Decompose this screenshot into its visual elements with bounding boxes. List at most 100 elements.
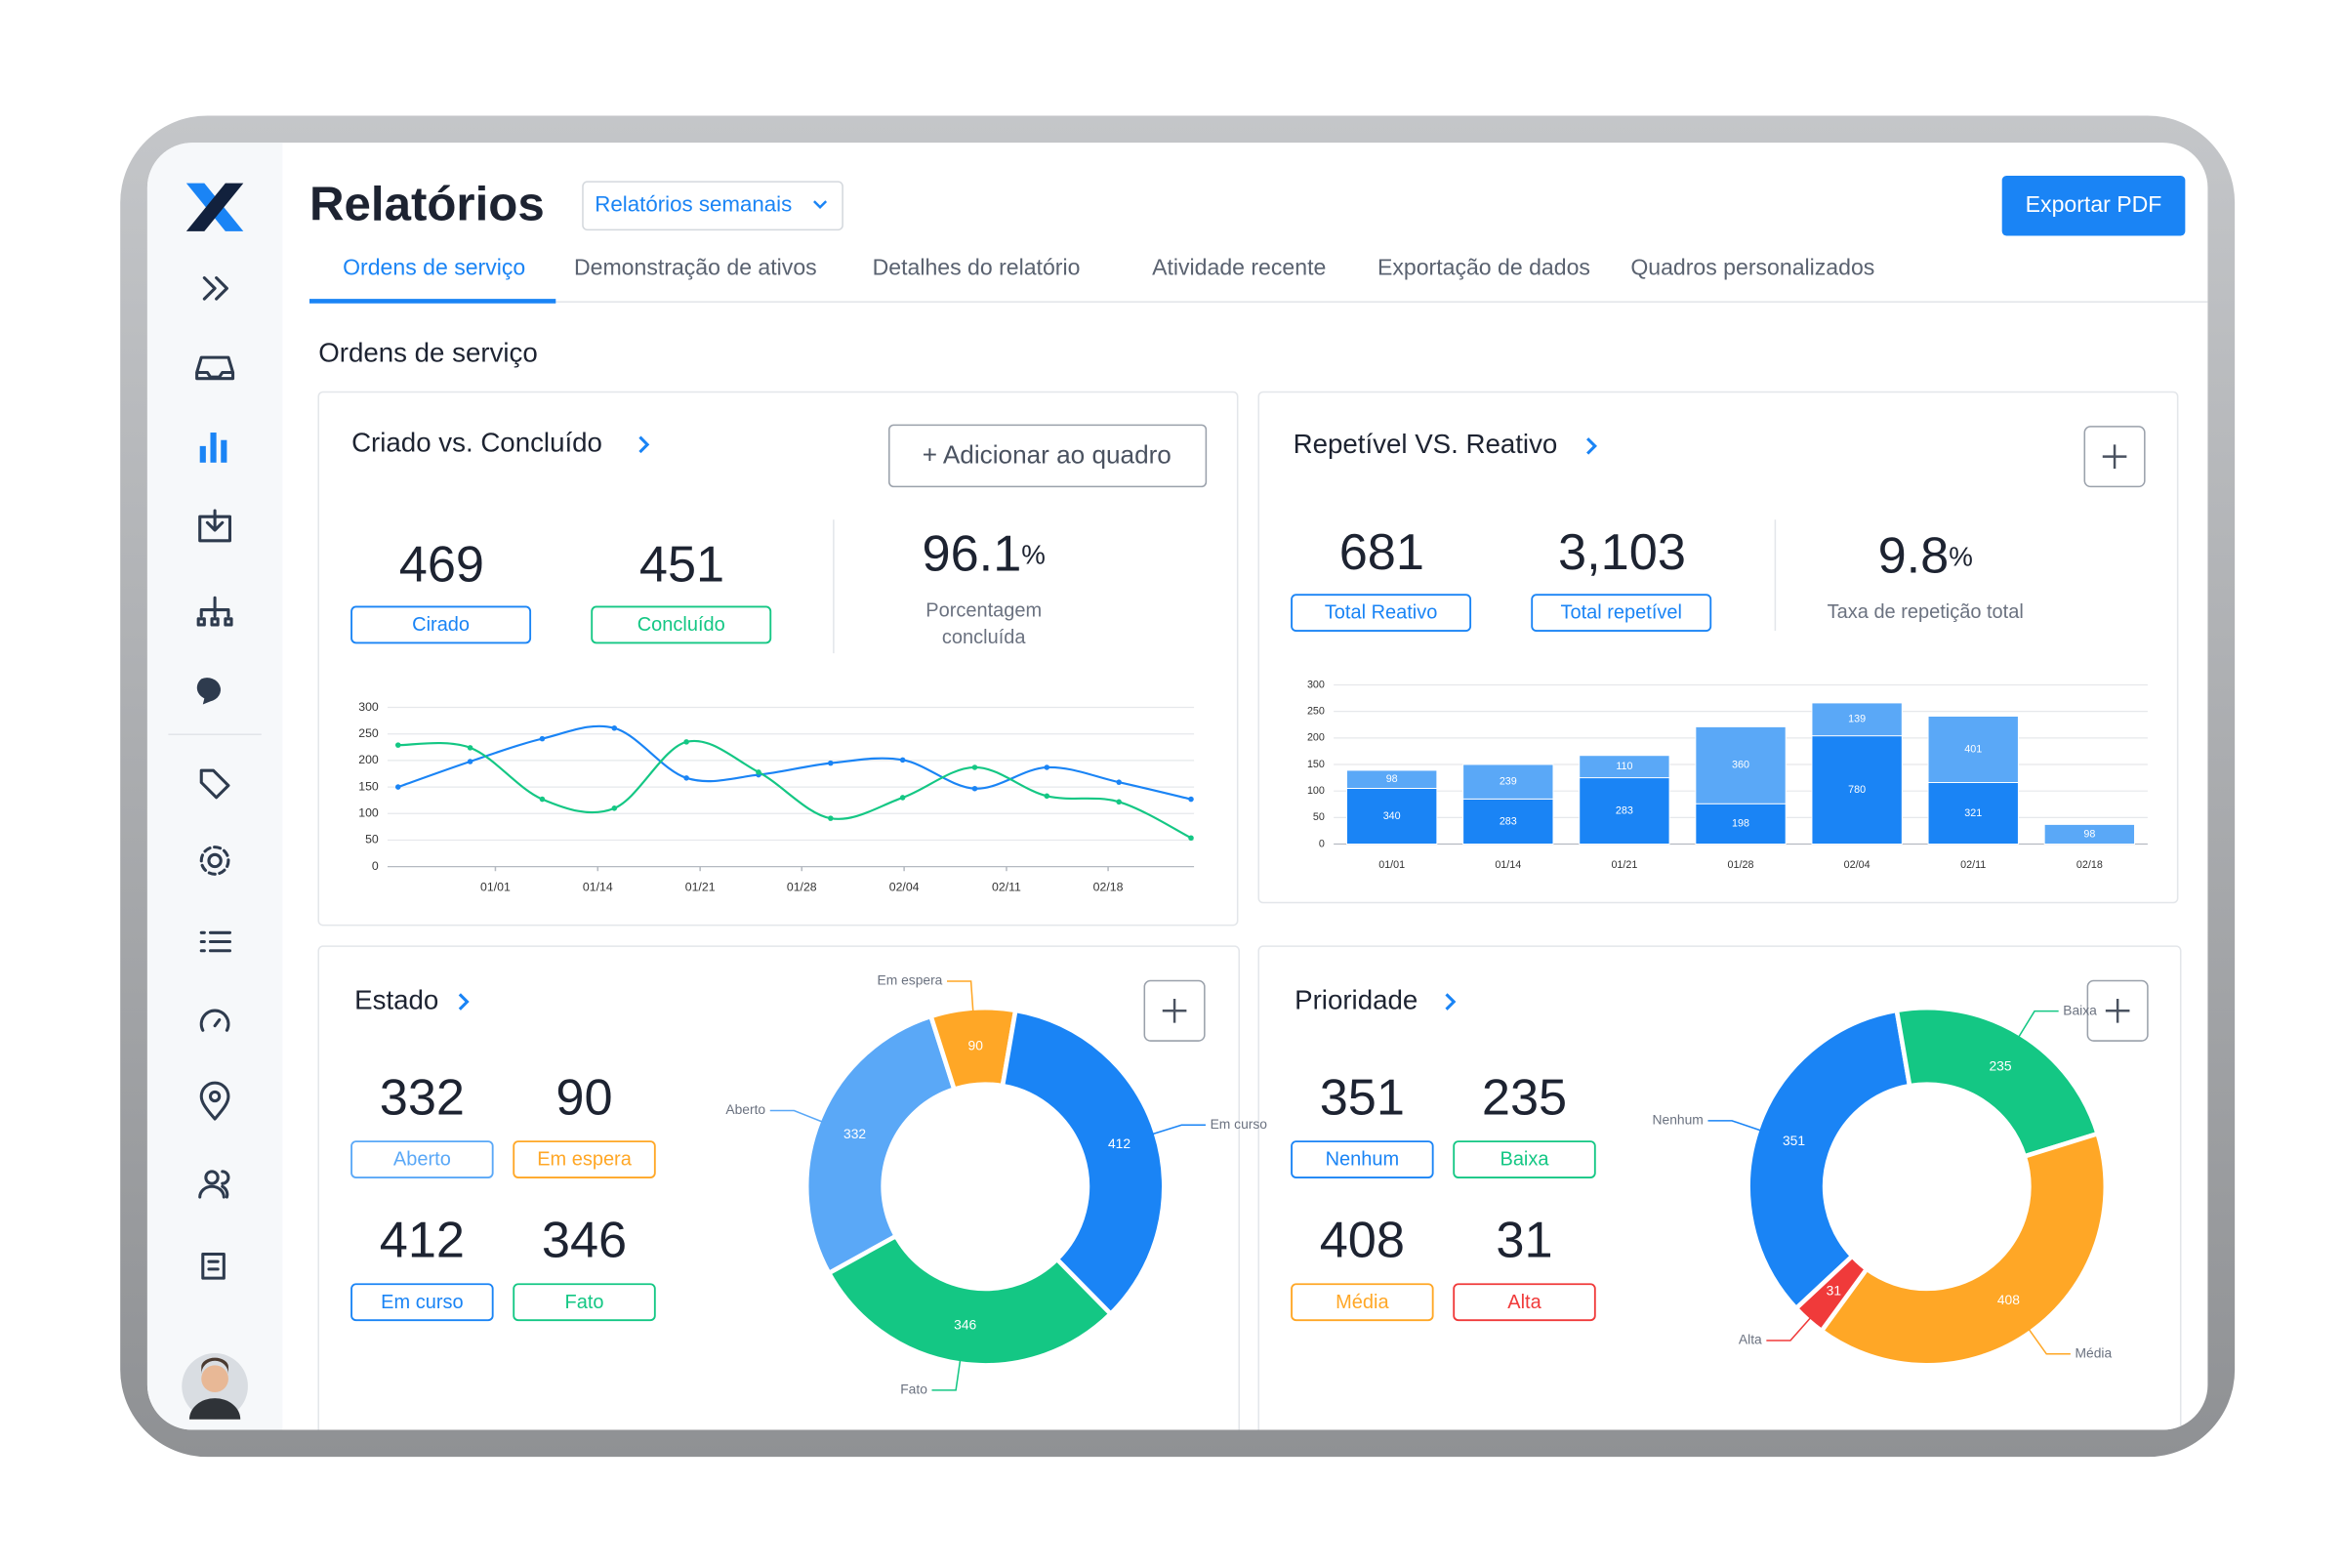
bar-segment	[1346, 769, 1438, 789]
rate-value: 96.1%	[923, 526, 1046, 583]
outside-label: Em espera	[878, 972, 943, 988]
add-to-board-button[interactable]	[888, 424, 1208, 488]
card-title: Prioridade	[1295, 984, 1418, 1014]
bar-annotation: 139	[1848, 714, 1866, 725]
y-tick-label: 150	[1307, 759, 1325, 770]
bar-annotation: 321	[1964, 807, 1982, 819]
x-tick-label: 01/28	[787, 880, 817, 893]
settings-icon[interactable]	[207, 852, 223, 869]
legend-label: Aberto	[393, 1149, 451, 1171]
bar-annotation: 401	[1964, 743, 1982, 755]
legend-label: Concluído	[637, 614, 725, 636]
tag-icon[interactable]	[199, 768, 230, 800]
donut-segment	[826, 1232, 1114, 1368]
bar-segment	[1811, 735, 1903, 845]
series-point	[467, 759, 473, 764]
page-title: Relatórios	[309, 177, 545, 230]
legend-label: Nenhum	[1326, 1149, 1400, 1171]
leader-line	[769, 1109, 826, 1124]
y-tick-label: 300	[1307, 679, 1325, 690]
x-tick-label: 01/14	[583, 880, 613, 893]
plus-icon	[2105, 998, 2130, 1023]
tab[interactable]: Detalhes do relatório	[873, 254, 1081, 279]
series-point	[1116, 779, 1122, 785]
title-chevron[interactable]	[638, 435, 650, 454]
tab[interactable]: Atividade recente	[1152, 254, 1326, 279]
tab[interactable]: Ordens de serviço	[343, 254, 525, 279]
series-point	[899, 757, 906, 763]
active-tab-indicator	[309, 299, 556, 304]
stat-value: 351	[1320, 1069, 1405, 1126]
x-tick-label: 01/01	[480, 880, 511, 893]
outside-label: Fato	[900, 1382, 927, 1397]
outside-label: Alta	[1739, 1332, 1762, 1347]
y-tick-label: 100	[358, 806, 379, 820]
reports-icon-bar	[199, 445, 206, 463]
export-button[interactable]	[2001, 175, 2186, 236]
series-line	[397, 739, 1192, 840]
gauge-icon[interactable]	[199, 1009, 230, 1032]
expand-icon[interactable]	[202, 276, 228, 301]
avatar-shirt	[188, 1398, 241, 1420]
y-tick-label: 100	[1307, 785, 1325, 797]
y-tick-label: 300	[358, 700, 379, 714]
plus-icon	[1162, 998, 1187, 1023]
y-tick-label: 250	[1307, 705, 1325, 717]
x-tick-label: 02/04	[889, 880, 920, 893]
donut-segment	[1894, 1005, 2101, 1160]
location-dot	[208, 1090, 222, 1103]
bar-annotation: 98	[1386, 773, 1398, 785]
screen-content: Relatórios Relatórios semanais Exportar …	[146, 143, 2208, 1430]
x-tick-label: 01/28	[1728, 859, 1754, 871]
avatar[interactable]	[182, 1353, 248, 1420]
tab[interactable]: Demonstração de ativos	[574, 254, 817, 279]
document-icon[interactable]	[201, 1252, 226, 1280]
chat-icon[interactable]	[196, 678, 222, 705]
donut-segment	[1792, 1253, 1870, 1335]
reports-icon[interactable]	[199, 433, 227, 463]
bar-annotation: 98	[2083, 828, 2095, 840]
list-icon[interactable]	[199, 930, 232, 953]
series-point	[539, 735, 546, 742]
title-chevron[interactable]	[458, 993, 470, 1011]
hierarchy-icon[interactable]	[196, 596, 233, 627]
report-dropdown[interactable]	[582, 181, 843, 231]
outside-label: Aberto	[725, 1101, 765, 1117]
legend-label: Fato	[565, 1292, 604, 1313]
legend-pill	[1531, 594, 1712, 633]
card-title: Criado vs. Concluído	[351, 428, 602, 458]
settings-gear	[199, 846, 230, 876]
title-chevron[interactable]	[1445, 993, 1457, 1011]
download-icon[interactable]	[198, 509, 232, 543]
legend-label: Total repetível	[1561, 602, 1682, 624]
avatar-face	[201, 1365, 228, 1393]
rate-caption: Taxa de repetição total	[1828, 601, 2024, 623]
stat-value: 235	[1482, 1069, 1567, 1126]
location-icon[interactable]	[199, 1081, 230, 1121]
series-point	[683, 775, 689, 781]
inbox-icon[interactable]	[195, 355, 235, 381]
legend-label: Total Reativo	[1325, 602, 1438, 624]
users-icon[interactable]	[204, 1170, 220, 1185]
x-tick-label: 02/18	[2076, 859, 2103, 871]
title-chevron[interactable]	[1586, 437, 1597, 455]
y-tick-label: 250	[358, 726, 379, 740]
card-title: Repetível VS. Reativo	[1294, 429, 1558, 459]
series-point	[1116, 799, 1122, 805]
series-point	[828, 760, 834, 766]
tab[interactable]: Quadros personalizados	[1630, 254, 1874, 279]
add-to-board-label: + Adicionar ao quadro	[923, 440, 1172, 470]
dropdown-label: Relatórios semanais	[595, 192, 792, 217]
series-point	[467, 745, 473, 751]
series-point	[971, 764, 978, 770]
bar-annotation: 360	[1732, 760, 1749, 771]
x-tick-label: 01/14	[1495, 859, 1521, 871]
tab[interactable]: Exportação de dados	[1377, 254, 1590, 279]
x-tick-label: 01/21	[1611, 859, 1637, 871]
bar-segment	[1579, 777, 1670, 845]
rate-value: 9.8%	[1878, 527, 1973, 584]
stat-value: 31	[1496, 1213, 1552, 1269]
leader-line	[2026, 1326, 2071, 1355]
bar-annotation: 198	[1732, 818, 1749, 830]
